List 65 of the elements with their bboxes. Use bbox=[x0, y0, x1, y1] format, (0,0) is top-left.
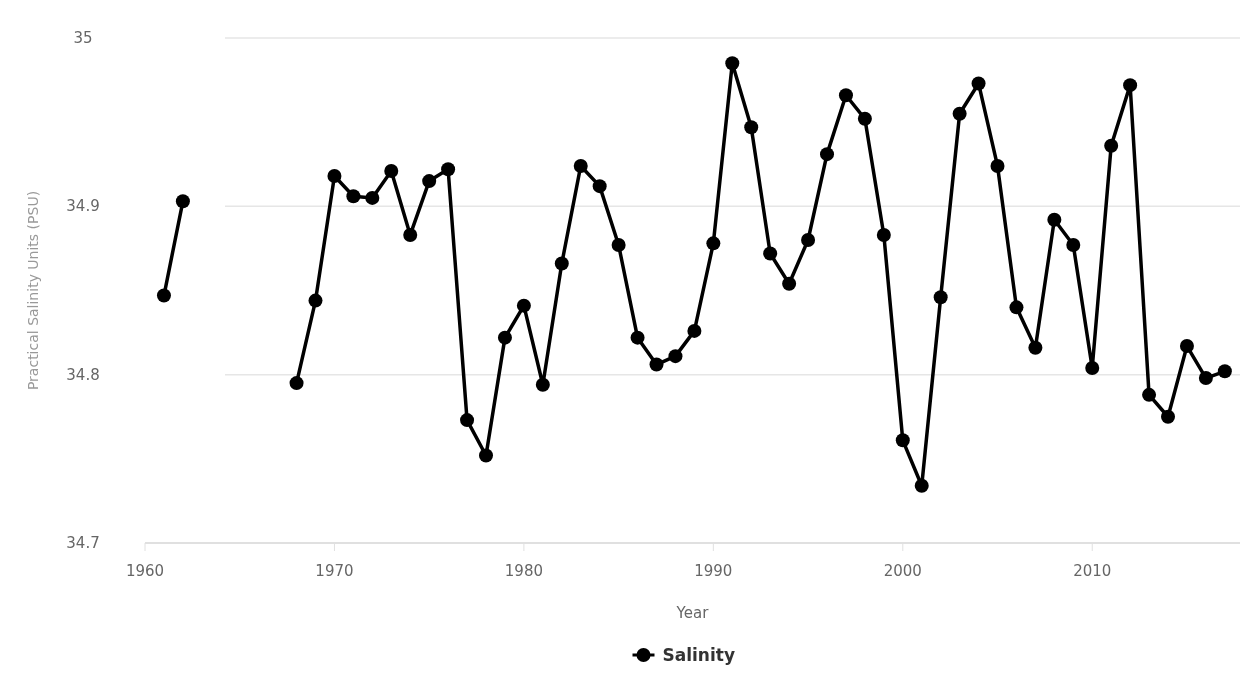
point bbox=[668, 349, 683, 364]
x-axis-title: Year bbox=[675, 604, 710, 622]
point bbox=[346, 189, 361, 204]
point bbox=[156, 288, 171, 303]
point bbox=[289, 376, 304, 391]
x-tick-label: 1970 bbox=[315, 562, 354, 580]
point bbox=[630, 330, 645, 345]
point bbox=[516, 298, 531, 313]
x-tick-label: 2000 bbox=[883, 562, 922, 580]
point bbox=[649, 357, 664, 372]
point bbox=[1009, 300, 1024, 315]
point bbox=[422, 174, 437, 189]
point bbox=[933, 290, 948, 305]
x-tick-label: 1980 bbox=[504, 562, 543, 580]
point bbox=[1161, 409, 1176, 424]
point bbox=[876, 227, 891, 242]
y-tick-label: 34.9 bbox=[66, 197, 100, 216]
legend-label: Salinity bbox=[662, 645, 736, 665]
point bbox=[1142, 387, 1157, 402]
point bbox=[1179, 339, 1194, 354]
point bbox=[403, 227, 418, 242]
point bbox=[1085, 360, 1100, 375]
point bbox=[611, 238, 626, 253]
point bbox=[1028, 340, 1043, 355]
point bbox=[308, 293, 323, 308]
point bbox=[479, 448, 493, 463]
point bbox=[1217, 364, 1232, 379]
y-axis-title: Practical Salinity Units (PSU) bbox=[25, 190, 41, 391]
point bbox=[535, 377, 550, 392]
y-tick-label: 34.7 bbox=[66, 534, 100, 552]
y-tick-label: 35 bbox=[73, 29, 93, 47]
point bbox=[1066, 238, 1081, 253]
point bbox=[990, 158, 1005, 173]
point bbox=[971, 76, 986, 91]
point bbox=[1047, 212, 1062, 227]
point bbox=[175, 194, 190, 209]
point bbox=[1123, 78, 1138, 93]
point bbox=[327, 169, 342, 184]
point bbox=[573, 158, 588, 173]
point bbox=[365, 190, 380, 205]
point bbox=[1104, 138, 1119, 153]
point bbox=[706, 236, 721, 251]
point bbox=[687, 323, 702, 338]
x-tick-label: 1990 bbox=[694, 562, 733, 580]
point bbox=[820, 147, 835, 162]
x-tick-label: 2010 bbox=[1073, 562, 1112, 580]
point bbox=[857, 111, 872, 126]
point bbox=[744, 120, 759, 135]
point bbox=[725, 56, 740, 71]
point bbox=[895, 433, 910, 448]
point bbox=[592, 179, 607, 194]
x-tick-label: 1960 bbox=[125, 562, 165, 580]
point bbox=[838, 88, 853, 103]
point bbox=[441, 162, 456, 177]
point bbox=[914, 478, 929, 493]
point bbox=[384, 163, 399, 178]
y-tick-label: 34.8 bbox=[66, 365, 100, 384]
point bbox=[801, 233, 816, 247]
point bbox=[782, 276, 797, 291]
point bbox=[952, 106, 967, 121]
point bbox=[460, 413, 475, 428]
point bbox=[497, 330, 512, 345]
point bbox=[1198, 371, 1213, 386]
point bbox=[554, 256, 569, 271]
point bbox=[763, 246, 778, 261]
